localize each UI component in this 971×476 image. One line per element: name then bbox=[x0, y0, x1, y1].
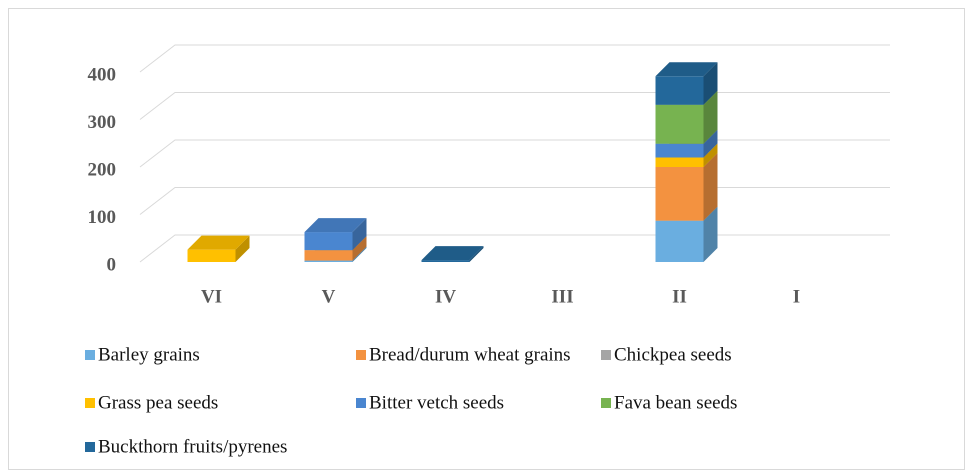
y-tick-label: 400 bbox=[88, 64, 117, 85]
chart-frame bbox=[8, 8, 965, 470]
bar-top bbox=[421, 246, 484, 261]
x-tick-label: VI bbox=[201, 286, 222, 307]
bar-side bbox=[703, 143, 718, 167]
y-tick-label: 300 bbox=[88, 112, 117, 133]
legend-swatch bbox=[356, 350, 366, 360]
x-tick-label: IV bbox=[435, 286, 456, 307]
bar-front bbox=[304, 232, 353, 251]
bar-side bbox=[469, 246, 484, 262]
bar-side bbox=[235, 235, 250, 262]
legend-swatch bbox=[601, 350, 611, 360]
y-tick-label: 100 bbox=[88, 207, 117, 228]
bar-front bbox=[421, 260, 470, 262]
legend-label: Bread/durum wheat grains bbox=[369, 344, 571, 365]
bar-side bbox=[703, 129, 718, 158]
legend-swatch bbox=[85, 398, 95, 408]
bar-side bbox=[703, 153, 718, 221]
y-tick-label: 0 bbox=[107, 254, 117, 275]
bar-front bbox=[655, 143, 704, 158]
grid-line bbox=[139, 92, 890, 120]
grid-line bbox=[139, 139, 890, 168]
bar-top bbox=[187, 235, 250, 250]
bar-front bbox=[655, 104, 704, 144]
legend-swatch bbox=[601, 398, 611, 408]
bar-front bbox=[655, 220, 704, 262]
grid-line bbox=[139, 234, 890, 263]
x-tick-label: I bbox=[793, 286, 800, 307]
y-tick-label: 200 bbox=[88, 159, 117, 180]
legend-label: Buckthorn fruits/pyrenes bbox=[98, 436, 287, 457]
x-tick-label: V bbox=[322, 286, 336, 307]
bar-top bbox=[655, 62, 718, 77]
legend-label: Bitter vetch seeds bbox=[369, 392, 504, 413]
bar-side bbox=[703, 90, 718, 144]
bar-front bbox=[304, 260, 353, 262]
legend-label: Fava bean seeds bbox=[614, 392, 737, 413]
bar-side bbox=[352, 236, 367, 261]
x-tick-label: III bbox=[551, 286, 573, 307]
bar-front bbox=[655, 167, 704, 221]
bar-front bbox=[655, 76, 704, 105]
bar-side bbox=[352, 246, 367, 262]
bar-side bbox=[703, 62, 718, 105]
legend-label: Chickpea seeds bbox=[614, 344, 732, 365]
legend-swatch bbox=[85, 442, 95, 452]
legend-swatch bbox=[85, 350, 95, 360]
bar-front bbox=[187, 249, 236, 262]
legend-swatch bbox=[356, 398, 366, 408]
bar-front bbox=[304, 250, 353, 261]
bar-front bbox=[655, 157, 704, 167]
x-tick-label: II bbox=[672, 286, 687, 307]
bar-top bbox=[304, 218, 367, 233]
bar-side bbox=[703, 206, 718, 262]
grid-line bbox=[139, 187, 890, 215]
bar-side bbox=[352, 218, 367, 251]
legend-label: Barley grains bbox=[98, 344, 200, 365]
grid-line bbox=[139, 44, 890, 73]
legend-label: Grass pea seeds bbox=[98, 392, 218, 413]
